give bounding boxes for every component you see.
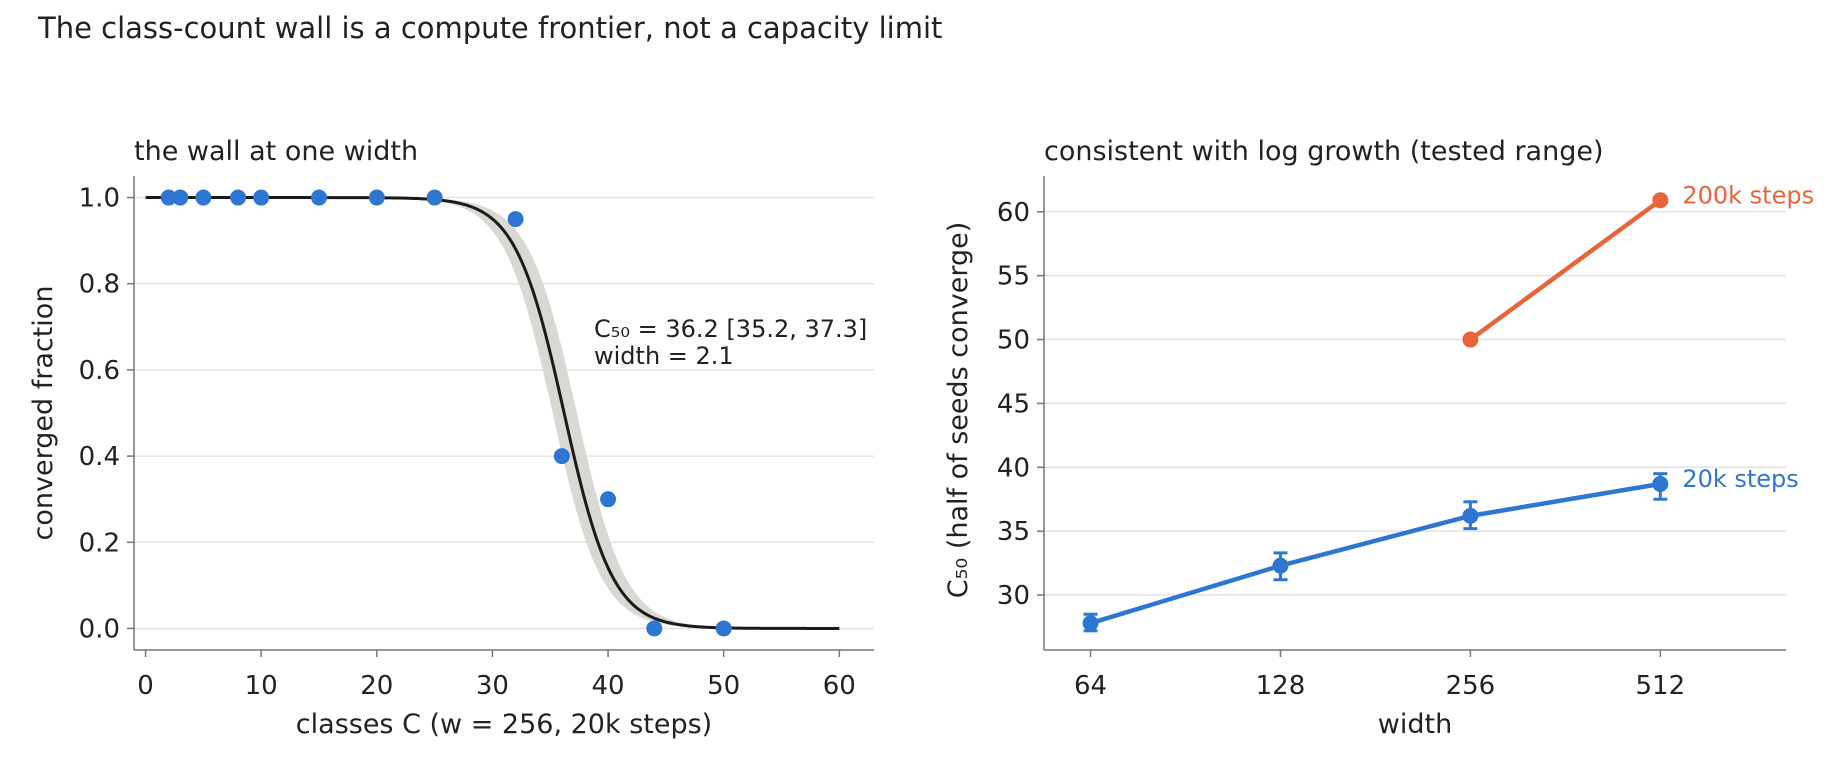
x-tick-label: 60 bbox=[823, 671, 856, 701]
data-point bbox=[1652, 475, 1669, 492]
data-point bbox=[230, 189, 247, 206]
confidence-band bbox=[145, 197, 840, 629]
data-point bbox=[311, 189, 327, 206]
data-point bbox=[600, 491, 617, 508]
annotation-width: width = 2.1 bbox=[594, 342, 734, 370]
annotation-c50: C₅₀ = 36.2 [35.2, 37.3] bbox=[594, 315, 867, 343]
logistic-fit-line bbox=[145, 196, 840, 630]
data-point bbox=[368, 189, 385, 206]
y-tick-label: 40 bbox=[997, 453, 1030, 483]
data-point bbox=[1272, 557, 1289, 574]
series-line bbox=[1089, 481, 1661, 626]
x-tick-label: 64 bbox=[1074, 671, 1107, 701]
x-tick-label: 40 bbox=[592, 671, 625, 701]
y-tick-label: 0.6 bbox=[79, 356, 120, 386]
y-tick-label: 55 bbox=[997, 262, 1030, 292]
y-tick-label: 0.0 bbox=[79, 614, 120, 644]
y-tick-label: 45 bbox=[997, 389, 1030, 419]
x-tick-label: 30 bbox=[476, 671, 509, 701]
y-tick-label: 35 bbox=[997, 517, 1030, 547]
x-tick-label: 256 bbox=[1446, 671, 1496, 701]
data-point bbox=[1652, 192, 1669, 209]
x-tick-label: 128 bbox=[1256, 671, 1306, 701]
panel-title: the wall at one width bbox=[134, 136, 418, 167]
y-tick-label: 30 bbox=[997, 581, 1030, 611]
data-point bbox=[426, 189, 443, 206]
data-point bbox=[160, 189, 177, 206]
series-line bbox=[1469, 198, 1662, 342]
x-tick-label: 512 bbox=[1635, 671, 1685, 701]
x-tick-label: 0 bbox=[137, 671, 154, 701]
data-point bbox=[553, 448, 570, 465]
x-tick-label: 10 bbox=[245, 671, 278, 701]
panel-title: consistent with log growth (tested range… bbox=[1044, 136, 1604, 167]
y-tick-label: 0.2 bbox=[79, 528, 120, 558]
panel-wall: 0.0 0.2 0.4 0.6 0.8 1.0 0 10 20 30 40 50 60 the wall … bbox=[28, 136, 874, 740]
data-point bbox=[1462, 507, 1479, 524]
y-axis-label: C₅₀ (half of seeds converge) bbox=[943, 222, 974, 599]
x-axis-label: classes C (w = 256, 20k steps) bbox=[296, 709, 712, 740]
x-tick-label: 20 bbox=[360, 671, 393, 701]
data-point bbox=[507, 211, 524, 228]
y-tick-label: 60 bbox=[997, 198, 1030, 228]
data-point bbox=[715, 620, 732, 637]
data-point bbox=[1462, 331, 1479, 348]
figure-title: The class-count wall is a compute fronti… bbox=[38, 11, 943, 45]
panel-log-growth: 30 35 40 45 50 55 60 64 128 256 512 20k steps 200k s… bbox=[943, 136, 1814, 740]
y-tick-label: 1.0 bbox=[79, 184, 120, 214]
series-label: 200k steps bbox=[1682, 181, 1814, 209]
data-point bbox=[172, 189, 189, 206]
data-point bbox=[253, 189, 270, 206]
series-label: 20k steps bbox=[1682, 465, 1798, 493]
y-tick-label: 0.8 bbox=[79, 270, 120, 300]
data-point bbox=[195, 189, 212, 206]
x-axis-label: width bbox=[1378, 709, 1452, 740]
x-tick-label: 50 bbox=[707, 671, 740, 701]
y-axis-label: converged fraction bbox=[28, 286, 59, 541]
data-point bbox=[1082, 615, 1099, 632]
data-point bbox=[646, 620, 663, 637]
y-tick-label: 0.4 bbox=[79, 442, 120, 472]
y-tick-label: 50 bbox=[997, 326, 1030, 356]
